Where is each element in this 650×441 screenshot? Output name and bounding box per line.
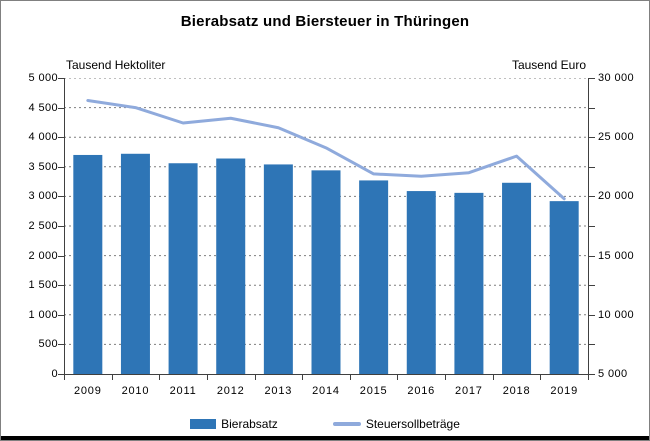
- x-tick-5: [302, 375, 304, 380]
- chart-title: Bierabsatz und Biersteuer in Thüringen: [180, 13, 470, 30]
- x-label-2012: 2012: [216, 385, 245, 397]
- left-tick-2500: [58, 226, 64, 227]
- right-tick-label-20000: 20 000: [598, 190, 635, 203]
- left-tick-label-1000: 1 000: [28, 308, 58, 321]
- right-tick-label-5000: 5 000: [598, 368, 628, 380]
- left-tick-2000: [58, 255, 64, 257]
- right-tick-7500: [589, 344, 595, 346]
- left-tick-label-2500: 2 500: [28, 220, 58, 232]
- right-axis-line: [588, 78, 589, 375]
- x-tick-2: [159, 375, 161, 380]
- bar-2018: [502, 182, 532, 374]
- x-tick-11: [588, 375, 589, 380]
- legend-label-steuersollbetraege: Steuersollbeträge: [365, 417, 460, 431]
- bar-2017: [454, 192, 484, 374]
- x-label-2011: 2011: [169, 385, 197, 397]
- right-tick-label-30000: 30 000: [598, 72, 635, 84]
- x-tick-3: [206, 375, 208, 380]
- right-tick-10000: [589, 314, 595, 316]
- left-tick-label-4500: 4 500: [28, 101, 58, 114]
- right-tick-label-25000: 25 000: [598, 131, 635, 144]
- left-tick-label-5000: 5 000: [28, 72, 58, 84]
- left-tick-label-4000: 4 000: [28, 131, 58, 144]
- legend-item-bierabsatz: Bierabsatz: [190, 417, 278, 431]
- bar-series-swatch: [190, 419, 217, 429]
- left-tick-3000: [58, 196, 64, 198]
- right-tick-12500: [589, 285, 595, 287]
- line-steuersollbetraege: [86, 99, 566, 201]
- x-label-2009: 2009: [73, 385, 102, 397]
- x-tick-6: [349, 375, 351, 380]
- x-label-2019: 2019: [550, 385, 578, 397]
- left-tick-label-1500: 1 500: [28, 279, 58, 292]
- x-tick-9: [492, 375, 494, 380]
- left-tick-4500: [58, 107, 64, 109]
- x-label-2015: 2015: [359, 385, 388, 397]
- right-tick-label-15000: 15 000: [598, 249, 635, 262]
- bar-2019: [549, 201, 579, 374]
- x-tick-10: [540, 375, 542, 380]
- left-tick-label-3000: 3 000: [28, 190, 58, 203]
- left-tick-label-3500: 3 500: [28, 160, 58, 173]
- legend: Bierabsatz Steuersollbeträge: [1, 417, 649, 431]
- plot-area: [64, 78, 588, 374]
- x-tick-7: [397, 375, 399, 380]
- right-axis-unit-label: Tausend Euro: [511, 58, 586, 72]
- bar-2011: [168, 163, 198, 374]
- left-axis-unit-label: Tausend Hektoliter: [66, 58, 166, 72]
- legend-item-steuersollbetraege: Steuersollbeträge: [332, 417, 460, 431]
- bar-2009: [73, 154, 103, 374]
- left-tick-label-500: 500: [38, 338, 58, 351]
- bar-2010: [120, 153, 150, 374]
- right-tick-30000: [589, 78, 595, 79]
- x-label-2017: 2017: [455, 385, 483, 397]
- right-tick-label-10000: 10 000: [598, 308, 635, 321]
- bar-2014: [311, 170, 341, 374]
- x-label-2013: 2013: [264, 385, 293, 397]
- right-tick-5000: [589, 374, 595, 375]
- left-tick-1000: [58, 314, 64, 316]
- bar-2012: [216, 158, 246, 374]
- x-tick-1: [111, 375, 113, 380]
- x-tick-0: [64, 375, 65, 380]
- bar-2013: [263, 164, 293, 374]
- left-tick-label-2000: 2 000: [28, 249, 58, 262]
- bar-2016: [406, 191, 436, 374]
- left-tick-0: [58, 374, 64, 375]
- x-label-2010: 2010: [121, 385, 150, 397]
- bar-2015: [359, 180, 389, 374]
- x-label-2016: 2016: [407, 385, 436, 397]
- right-tick-25000: [589, 137, 595, 139]
- right-tick-20000: [589, 196, 595, 198]
- right-tick-15000: [589, 255, 595, 257]
- left-tick-label-0: 0: [51, 368, 58, 380]
- line-series-swatch: [332, 422, 361, 426]
- right-tick-22500: [589, 166, 595, 168]
- left-tick-5000: [58, 78, 64, 79]
- right-tick-17500: [589, 226, 595, 227]
- left-tick-1500: [58, 285, 64, 287]
- left-tick-500: [58, 344, 64, 346]
- bottom-border-bar: [1, 436, 649, 440]
- left-tick-4000: [58, 137, 64, 139]
- left-axis-line: [64, 78, 65, 375]
- right-tick-27500: [589, 107, 595, 109]
- x-tick-4: [254, 375, 256, 380]
- x-axis-line: [64, 374, 589, 375]
- x-tick-8: [445, 375, 447, 380]
- left-tick-3500: [58, 166, 64, 168]
- x-label-2014: 2014: [312, 385, 340, 397]
- x-label-2018: 2018: [502, 385, 531, 397]
- legend-label-bierabsatz: Bierabsatz: [221, 417, 278, 431]
